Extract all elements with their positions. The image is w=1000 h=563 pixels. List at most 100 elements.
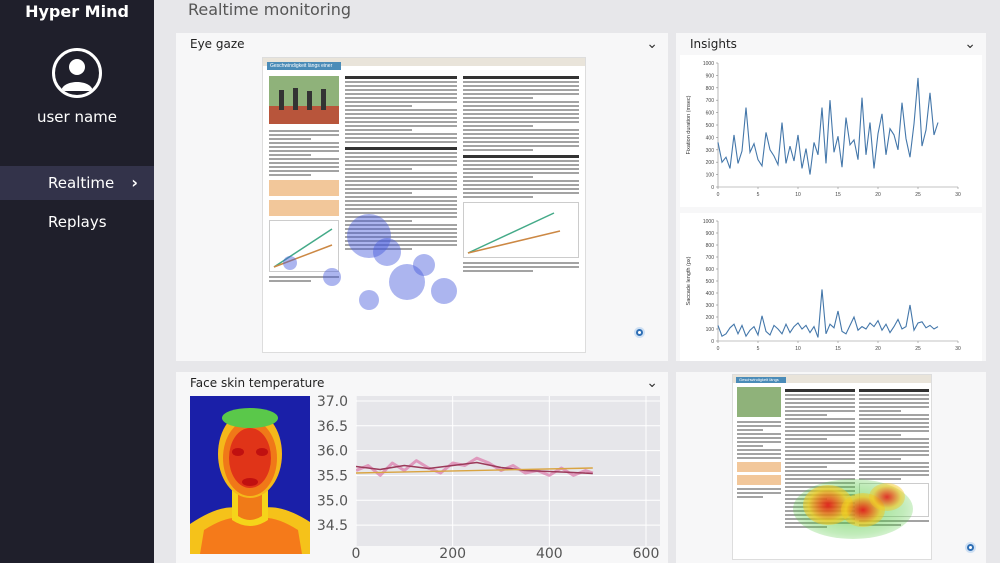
y-tick-label: 600 [706, 267, 715, 273]
x-tick-label: 5 [757, 192, 760, 198]
user-name[interactable]: user name [36, 108, 118, 126]
x-tick-label: 15 [835, 346, 841, 352]
doc-photo [737, 387, 781, 417]
y-tick-label: 200 [706, 160, 715, 166]
heatmap-panel: Geschwindigkeit längs einer Geraden [676, 372, 986, 563]
doc-column-1 [269, 130, 339, 284]
series-line-smoothed [355, 461, 593, 475]
x-tick-label: 30 [955, 346, 961, 352]
x-tick-label: 30 [955, 192, 961, 198]
doc-column-3 [463, 72, 579, 274]
eye-gaze-panel: Eye gaze ⌄ Geschwindigkeit längs einer G… [176, 33, 668, 361]
x-tick-label: 400 [536, 546, 563, 562]
y-tick-label: 600 [706, 111, 715, 117]
y-tick-label: 800 [706, 86, 715, 92]
doc-heading: Geschwindigkeit längs einer Geraden [736, 377, 786, 388]
chevron-right-icon: › [131, 173, 138, 192]
series-line [717, 77, 939, 175]
y-axis-label: Fixation duration (msec) [686, 95, 692, 154]
y-tick-label: 100 [706, 327, 715, 333]
heat-region [869, 483, 905, 511]
y-tick-label: 400 [706, 135, 715, 141]
x-tick-label: 20 [875, 192, 881, 198]
x-tick-label: 15 [835, 192, 841, 198]
y-tick-label: 36.5 [317, 419, 348, 435]
app-title: Hyper Mind [25, 2, 129, 21]
y-tick-label: 700 [706, 255, 715, 261]
y-axis-label: Saccade length (px) [686, 256, 692, 305]
x-tick-label: 600 [633, 546, 660, 562]
doc-heading: Geschwindigkeit längs einer Geraden [267, 62, 341, 77]
chevron-down-icon[interactable]: ⌄ [646, 374, 658, 390]
doc-column-1 [737, 421, 781, 500]
heatmap-settings-button[interactable] [965, 542, 976, 553]
x-tick-label: 10 [795, 346, 801, 352]
doc-photo [269, 76, 339, 124]
y-tick-label: 34.5 [317, 518, 348, 534]
doc-band [733, 375, 931, 383]
page-title: Realtime monitoring [188, 0, 352, 19]
doc-column-2 [345, 72, 457, 252]
gaze-fixation [359, 290, 379, 310]
nav-item-label: Replays [48, 213, 107, 231]
sidebar: Hyper Mind user name Realtime › Replays [0, 0, 154, 563]
gaze-fixation [413, 254, 435, 276]
gaze-fixation [373, 238, 401, 266]
y-tick-label: 700 [706, 98, 715, 104]
gaze-fixation [389, 264, 425, 300]
x-tick-label: 0 [717, 346, 720, 352]
y-tick-label: 300 [706, 148, 715, 154]
gaze-fixation [347, 214, 391, 258]
thermal-face-image [190, 396, 310, 554]
y-tick-label: 1000 [703, 61, 714, 67]
gaze-settings-button[interactable] [634, 327, 645, 338]
y-tick-label: 35.5 [317, 468, 348, 484]
y-tick-label: 0 [711, 339, 714, 345]
gaze-fixation [323, 268, 341, 286]
y-tick-label: 500 [706, 123, 715, 129]
y-tick-label: 900 [706, 73, 715, 79]
nav-item-label: Realtime [48, 174, 115, 192]
series-line [717, 289, 939, 338]
x-tick-label: 0 [717, 192, 720, 198]
gaze-document: Geschwindigkeit längs einer Geraden [262, 57, 586, 353]
nav-item-replays[interactable]: Replays [0, 205, 154, 239]
panel-title: Insights [690, 37, 737, 51]
x-tick-label: 10 [795, 192, 801, 198]
x-tick-label: 20 [875, 346, 881, 352]
heatmap-document: Geschwindigkeit längs einer Geraden [732, 374, 932, 560]
saccade-length-chart: 0 100 200 300 400 500 600 700 800 900 1000 0 5 10 15 20… [680, 213, 982, 361]
series-line-trend [355, 467, 593, 474]
y-tick-label: 900 [706, 231, 715, 237]
panel-title: Eye gaze [190, 37, 245, 51]
chevron-down-icon[interactable]: ⌄ [646, 35, 658, 51]
x-tick-label: 5 [757, 346, 760, 352]
y-tick-label: 37.0 [317, 394, 348, 410]
series-line-raw [355, 456, 594, 477]
x-tick-label: 0 [352, 546, 361, 562]
y-tick-label: 300 [706, 303, 715, 309]
y-tick-label: 200 [706, 315, 715, 321]
skin-temp-chart [355, 396, 660, 546]
y-tick-label: 35.0 [317, 493, 348, 509]
doc-band [263, 58, 585, 66]
gaze-fixation [431, 278, 457, 304]
insights-panel: Insights ⌄ 0 100 200 300 400 500 600 700 800 900 1… [676, 33, 986, 361]
y-tick-label: 100 [706, 173, 715, 179]
fixation-duration-chart: 0 100 200 300 400 500 600 700 800 900 1000 0 5 10 15 20… [680, 55, 982, 207]
nav-item-realtime[interactable]: Realtime › [0, 166, 154, 200]
face-temp-panel: Face skin temperature ⌄ 34.5 35.0 35.5 36.0… [176, 372, 668, 563]
panel-title: Face skin temperature [190, 376, 325, 390]
y-tick-label: 800 [706, 243, 715, 249]
y-tick-label: 500 [706, 279, 715, 285]
x-tick-label: 25 [915, 192, 921, 198]
chevron-down-icon[interactable]: ⌄ [964, 35, 976, 51]
y-tick-label: 400 [706, 291, 715, 297]
y-tick-label: 1000 [703, 219, 714, 225]
avatar-icon[interactable] [52, 48, 102, 98]
y-tick-label: 36.0 [317, 444, 348, 460]
x-tick-label: 25 [915, 346, 921, 352]
y-tick-label: 0 [711, 185, 714, 191]
x-tick-label: 200 [439, 546, 466, 562]
gaze-fixation [283, 256, 297, 270]
